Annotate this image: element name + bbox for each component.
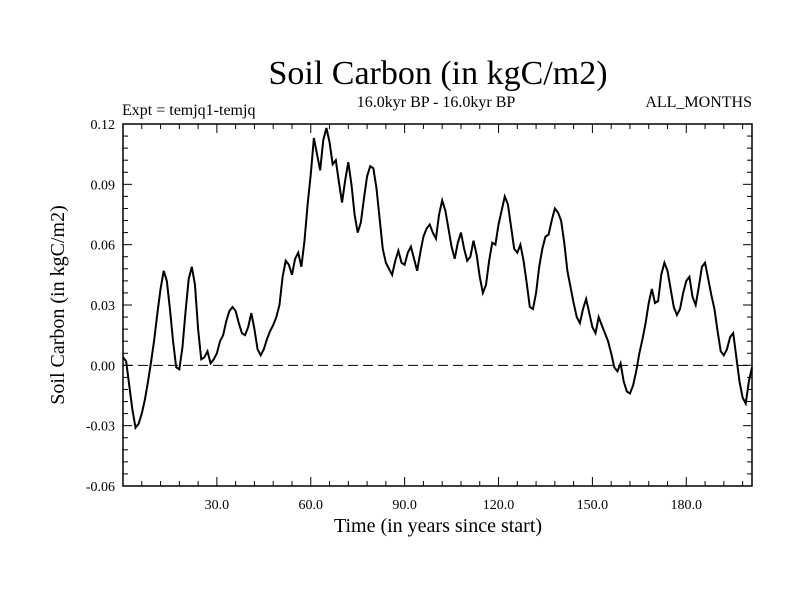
x-tick-label: 30.0 [205,498,230,513]
y-tick-label: -0.03 [86,420,115,435]
chart-title: Soil Carbon (in kgC/m2) [268,55,607,92]
y-tick-label: 0.00 [91,359,116,374]
plot-frame [122,123,753,487]
x-tick-label: 180.0 [671,498,703,513]
y-axis-label: Soil Carbon (in kgC/m2) [47,205,69,404]
y-tick-label: 0.12 [91,118,116,133]
months-label: ALL_MONTHS [645,94,752,111]
series-line-soil-carbon [122,127,753,431]
plot-axes: -0.06 -0.03 0.00 0.03 0.06 0.09 0.12 30.0 60.0 90… [86,118,752,513]
experiment-label: Expt = temjq1-temjq [122,102,255,119]
x-tick-label: 60.0 [299,498,324,513]
period-subtitle: 16.0kyr BP - 16.0kyr BP [357,94,516,111]
y-tick-label: -0.06 [86,480,115,495]
y-tick-label: 0.03 [91,299,116,314]
x-axis-label: Time (in years since start) [334,515,542,537]
y-tick-label: 0.09 [91,178,116,193]
x-tick-label: 120.0 [483,498,515,513]
x-tick-label: 150.0 [577,498,609,513]
y-tick-label: 0.06 [91,239,116,254]
x-tick-label: 90.0 [392,498,417,513]
